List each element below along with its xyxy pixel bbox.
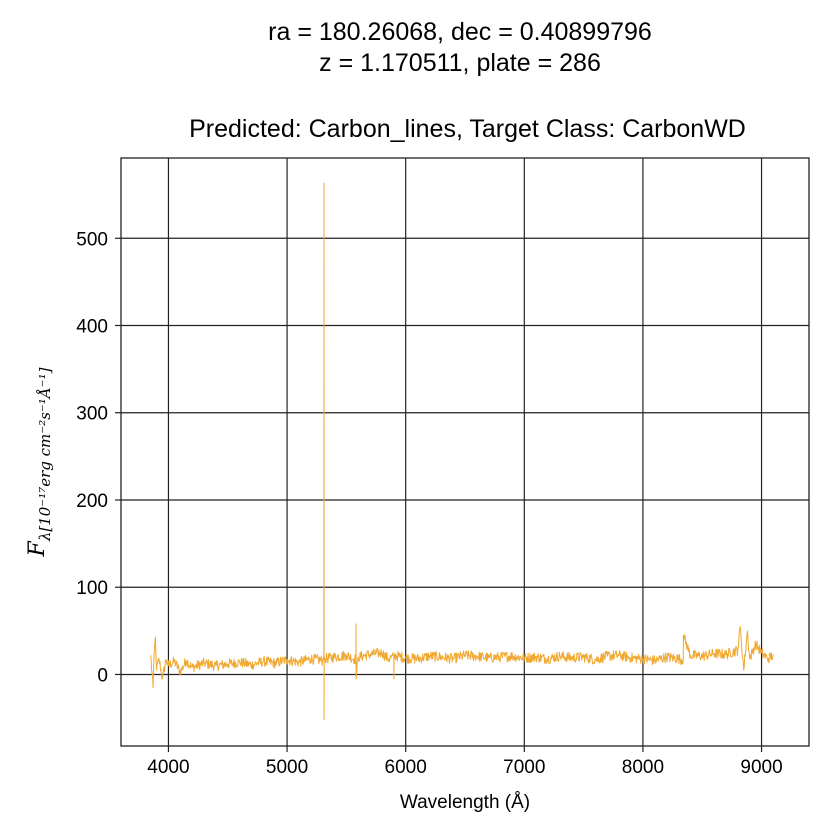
y-axis-label-subscript: λ[10⁻¹⁷erg cm⁻²s⁻¹Å⁻¹] — [36, 367, 54, 542]
y-tick-label: 100 — [76, 578, 108, 599]
y-axis-ticks: 0 100 200 300 400 500 — [76, 229, 121, 686]
chart-title-line-1: ra = 180.26068, dec = 0.40899796 — [268, 18, 652, 46]
y-axis-label: Fλ[10⁻¹⁷erg cm⁻²s⁻¹Å⁻¹] — [25, 367, 54, 557]
x-axis-ticks: 4000 5000 6000 7000 8000 9000 — [147, 746, 783, 778]
x-tick-label: 9000 — [740, 757, 782, 778]
x-tick-label: 4000 — [147, 757, 189, 778]
y-tick-label: 300 — [76, 404, 108, 425]
spectrum-series — [150, 182, 774, 721]
y-tick-label: 500 — [76, 229, 108, 250]
x-axis-label: Wavelength (Å) — [400, 792, 530, 813]
spectrum-line — [150, 182, 774, 721]
x-tick-label: 6000 — [385, 757, 427, 778]
grid-lines — [121, 158, 809, 746]
chart-title-line-2: z = 1.170511, plate = 286 — [319, 49, 601, 77]
x-tick-label: 7000 — [503, 757, 545, 778]
chart-subtitle: Predicted: Carbon_lines, Target Class: C… — [189, 115, 746, 143]
y-axis-label-main: F — [25, 540, 50, 557]
plot-frame — [120, 157, 810, 747]
y-tick-label: 400 — [76, 317, 108, 338]
x-tick-label: 8000 — [622, 757, 664, 778]
y-tick-label: 0 — [97, 665, 108, 686]
x-tick-label: 5000 — [266, 757, 308, 778]
y-tick-label: 200 — [76, 491, 108, 512]
